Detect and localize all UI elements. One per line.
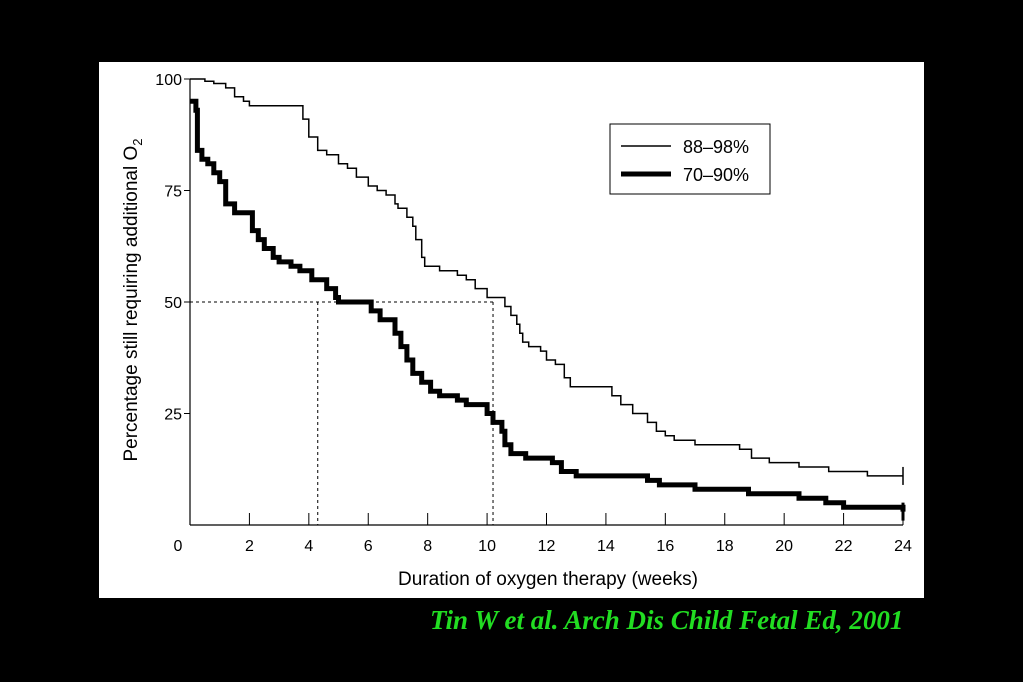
citation-caption: Tin W et al. Arch Dis Child Fetal Ed, 20… xyxy=(430,605,904,635)
legend-label-70-90: 70–90% xyxy=(683,165,749,185)
x-tick-label: 24 xyxy=(894,538,912,555)
legend-label-88-98: 88–98% xyxy=(683,137,749,157)
x-tick-label: 12 xyxy=(538,538,556,555)
y-axis-label-main: Percentage still requiring additional O xyxy=(121,146,142,462)
x-tick-label: 22 xyxy=(835,538,853,555)
series-layer xyxy=(190,78,906,521)
x-tick-label: 4 xyxy=(304,538,313,555)
axes xyxy=(184,78,904,526)
series-line-88-98 xyxy=(190,78,903,477)
x-tick-label: 16 xyxy=(656,538,674,555)
y-tick-label: 75 xyxy=(164,184,182,201)
median-reference-lines xyxy=(190,301,494,525)
x-tick-label: 20 xyxy=(775,538,793,555)
y-axis-label-subscript: 2 xyxy=(130,138,145,145)
x-tick-label: 14 xyxy=(597,538,615,555)
x-tick-label: 10 xyxy=(478,538,496,555)
x-tick-label: 18 xyxy=(716,538,734,555)
y-tick-label: 50 xyxy=(164,295,182,312)
x-tick-label: 8 xyxy=(423,538,432,555)
chart-panel xyxy=(99,62,924,598)
y-tick-label: 25 xyxy=(164,407,182,424)
x-tick-label: 6 xyxy=(364,538,373,555)
legend-box xyxy=(609,123,771,195)
legend: 88–98% 70–90% xyxy=(609,123,771,195)
x-tick-label: 2 xyxy=(245,538,254,555)
x-axis-label: Duration of oxygen therapy (weeks) xyxy=(398,569,698,590)
y-axis-label: Percentage still requiring additional O2 xyxy=(121,138,145,461)
series-line-70-90 xyxy=(190,98,906,512)
y-tick-label: 100 xyxy=(155,72,182,89)
x-tick-label: 0 xyxy=(174,538,183,555)
